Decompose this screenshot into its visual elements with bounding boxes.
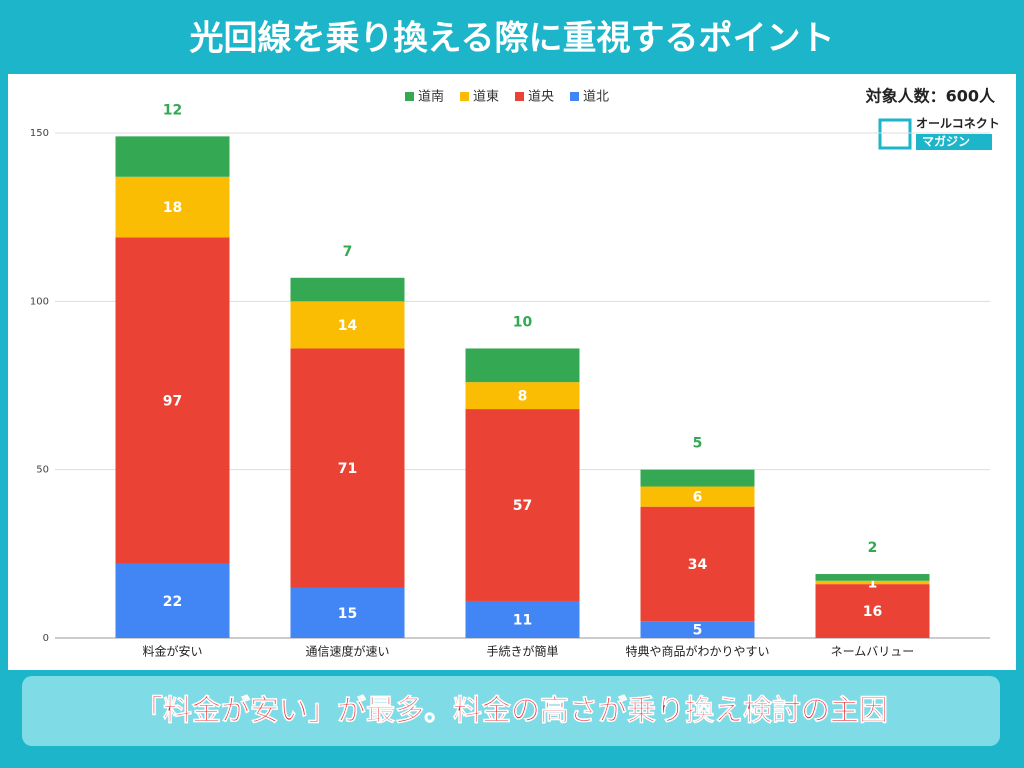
- bar-segment: [290, 348, 405, 588]
- data-label: 11: [513, 612, 532, 628]
- logo-icon: [878, 118, 912, 150]
- data-label: 10: [513, 314, 533, 330]
- bar-segment: [640, 486, 755, 507]
- bar-segment: [290, 301, 405, 349]
- x-tick-label: 手続きが簡単: [486, 644, 558, 659]
- logo: オールコネクト マガジン: [878, 117, 1000, 150]
- y-tick-label: 0: [43, 633, 49, 644]
- x-tick-label: 特典や商品がわかりやすい: [625, 644, 769, 659]
- legend-swatch: [515, 92, 524, 101]
- legend-label: 道北: [583, 90, 609, 105]
- logo-text: マガジン: [922, 134, 970, 149]
- data-label: 16: [863, 604, 882, 620]
- x-tick-label: 通信速度が速い: [305, 644, 389, 659]
- bar-segment: [290, 277, 405, 302]
- bar-segment: [465, 409, 580, 601]
- bar-segment: [640, 621, 755, 638]
- legend-swatch: [405, 92, 414, 101]
- x-tick-label: ネームバリュー: [831, 645, 915, 659]
- data-label: 12: [163, 102, 182, 118]
- bar-segment: [640, 469, 755, 487]
- x-tick-label: 料金が安い: [142, 644, 202, 659]
- data-label: 97: [163, 394, 182, 410]
- bar-segment: [115, 563, 230, 638]
- legend-label: 道東: [473, 89, 499, 105]
- bar-segment: [115, 237, 230, 564]
- annotation: 対象人数：600人: [865, 87, 996, 106]
- data-label: 18: [163, 200, 182, 216]
- y-tick-label: 50: [36, 465, 49, 476]
- bar-segment: [815, 584, 930, 638]
- data-label: 15: [338, 606, 357, 622]
- legend-label: 道央: [528, 90, 554, 105]
- caption-box: [22, 676, 1000, 746]
- y-tick-label: 150: [30, 128, 49, 139]
- data-label: 1: [868, 575, 878, 591]
- data-label: 7: [343, 244, 353, 260]
- bar-segment: [465, 382, 580, 410]
- logo-band: [916, 134, 992, 150]
- chart-title: 光回線を乗り換える際に重視するポイント: [190, 19, 835, 59]
- data-label: 8: [518, 389, 528, 405]
- bar-segment: [465, 600, 580, 638]
- bar-segment: [815, 574, 930, 581]
- data-label: 57: [513, 498, 532, 514]
- data-label: 5: [693, 623, 703, 639]
- bar-segment: [465, 348, 580, 383]
- data-label: 2: [868, 540, 878, 556]
- data-label: 6: [693, 490, 703, 506]
- logo-text: オールコネクト: [916, 117, 1000, 131]
- legend-swatch: [460, 92, 469, 101]
- legend-swatch: [570, 92, 579, 101]
- y-tick-label: 100: [30, 296, 49, 307]
- legend-label: 道南: [418, 89, 444, 105]
- data-label: 14: [338, 318, 358, 334]
- bar-segment: [115, 176, 230, 238]
- bar-segment: [640, 506, 755, 622]
- bar-segment: [290, 587, 405, 638]
- data-label: 22: [163, 594, 182, 610]
- caption: 「料金が安い」が最多。料金の高さが乗り換え検討の主因: [134, 693, 888, 727]
- bar-segment: [815, 580, 930, 585]
- data-label: 34: [688, 557, 708, 573]
- data-label: 5: [693, 436, 703, 452]
- bar-segment: [115, 136, 230, 177]
- data-label: 71: [338, 461, 357, 477]
